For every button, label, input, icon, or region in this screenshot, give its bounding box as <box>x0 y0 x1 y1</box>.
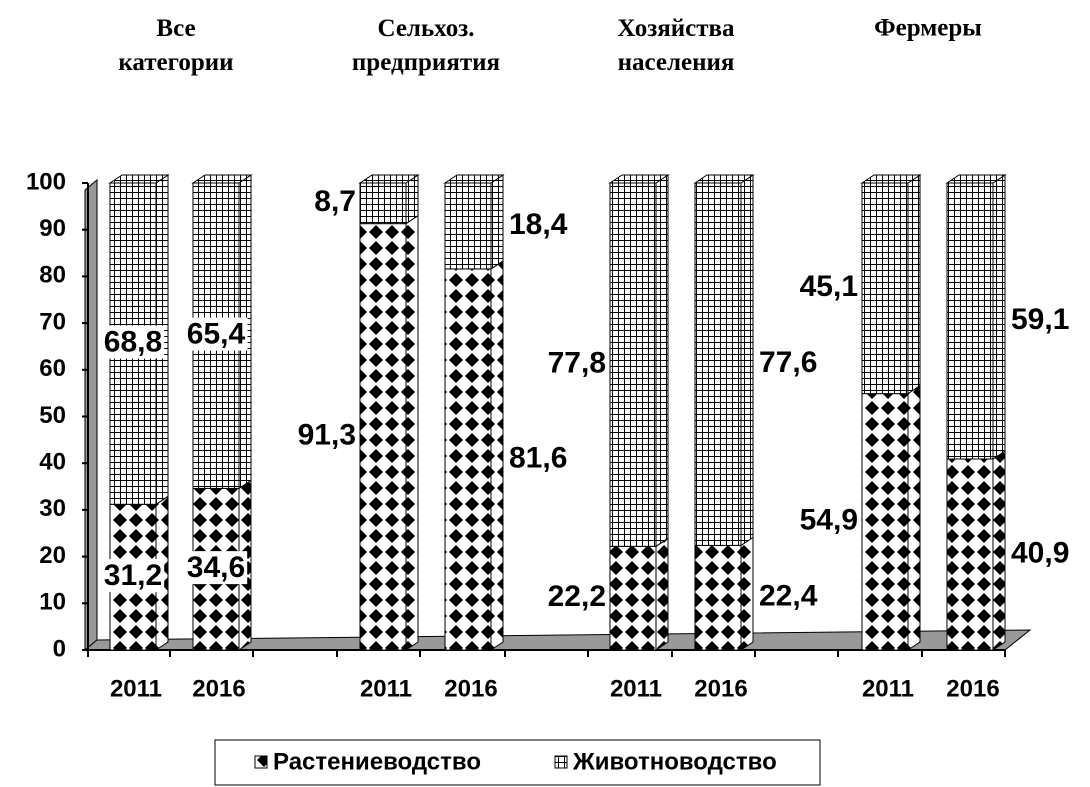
legend-label: Растениеводство <box>273 748 481 775</box>
bar-side <box>490 174 504 270</box>
value-label-bg <box>184 551 248 585</box>
bar-side <box>907 384 921 651</box>
value-label-bg <box>545 580 608 614</box>
y-tick-label: 10 <box>39 589 66 616</box>
back-wall <box>84 178 98 652</box>
value-label-bg <box>757 346 820 380</box>
value-label: 8,7 <box>314 185 356 218</box>
bar-segment <box>609 545 657 651</box>
value-label-bg <box>295 418 358 452</box>
value-label-bg <box>184 317 248 351</box>
bar-segment <box>861 182 909 395</box>
value-label-bg <box>507 207 570 241</box>
group-label: Сельхоз. предприятия <box>352 15 500 76</box>
bar-segment <box>694 182 742 546</box>
value-label: 18,4 <box>509 208 568 241</box>
legend-swatch <box>254 755 268 769</box>
bar-side <box>405 214 419 651</box>
x-tick-label: 2016 <box>192 675 245 702</box>
bar-side <box>490 259 504 651</box>
bar-side <box>907 174 921 395</box>
x-tick-label: 2016 <box>946 675 999 702</box>
y-tick-label: 70 <box>39 308 66 335</box>
legend-swatch <box>554 755 568 769</box>
bar-segment <box>609 182 657 547</box>
bar-side <box>655 537 669 651</box>
bar-side <box>740 174 754 547</box>
legend-label: Животноводство <box>572 748 777 775</box>
y-tick-label: 50 <box>39 402 66 429</box>
bar-side <box>992 450 1006 651</box>
bar-top <box>693 174 755 184</box>
y-tick-label: 20 <box>39 542 66 569</box>
bar-top <box>191 174 253 184</box>
bar-segment <box>946 182 994 460</box>
value-label-bg <box>545 346 608 380</box>
y-tick-label: 90 <box>39 215 66 242</box>
value-label: 68,8 <box>104 326 162 359</box>
group-label: Все категории <box>118 15 233 76</box>
value-label: 65,4 <box>187 318 246 351</box>
bar-top <box>945 174 1007 184</box>
bar-top <box>358 174 420 184</box>
value-label: 77,8 <box>548 347 606 380</box>
value-label-bg <box>1009 536 1072 570</box>
x-tick-label: 2011 <box>110 675 162 702</box>
value-label-bg <box>797 503 860 537</box>
bar-side <box>655 174 669 548</box>
group-label: Фермеры <box>874 15 982 42</box>
value-label: 31,2 <box>104 559 162 592</box>
y-tick-label: 60 <box>39 355 66 382</box>
y-tick-label: 40 <box>39 449 66 476</box>
y-tick-label: 30 <box>39 495 66 522</box>
y-tick-label: 0 <box>53 635 66 662</box>
value-label-bg <box>507 441 570 475</box>
value-label: 91,3 <box>298 419 356 452</box>
bar-segment <box>444 268 492 651</box>
value-label-bg <box>101 559 165 593</box>
x-tick-label: 2016 <box>694 675 747 702</box>
value-label: 81,6 <box>509 441 567 474</box>
x-tick-label: 2011 <box>862 675 914 702</box>
value-label-bg <box>797 270 860 304</box>
x-tick-label: 2011 <box>610 675 662 702</box>
value-label: 45,1 <box>800 270 858 303</box>
value-label-bg <box>1009 302 1072 336</box>
value-label: 54,9 <box>800 504 858 537</box>
group-label: Хозяйства населения <box>617 15 735 76</box>
bar-side <box>740 536 754 651</box>
bar-segment <box>444 182 492 270</box>
bar-top <box>108 174 170 184</box>
value-label: 59,1 <box>1011 303 1069 336</box>
value-label-bg <box>757 579 820 613</box>
value-label: 40,9 <box>1011 536 1069 569</box>
bar-side <box>992 174 1006 460</box>
bar-top <box>443 174 505 184</box>
legend-box <box>214 739 821 786</box>
bar-segment <box>861 393 909 651</box>
value-label: 22,2 <box>548 580 606 613</box>
value-label-bg <box>312 185 358 219</box>
x-tick-label: 2011 <box>360 675 412 702</box>
bar-segment <box>359 182 407 225</box>
value-label-bg <box>101 325 165 359</box>
bar-segment <box>359 223 407 651</box>
x-tick-label: 2016 <box>444 675 497 702</box>
value-label: 34,6 <box>187 551 245 584</box>
bar-segment <box>694 544 742 651</box>
value-label: 22,4 <box>759 580 818 613</box>
y-tick-label: 100 <box>26 168 66 195</box>
bar-top <box>860 174 922 184</box>
bar-segment <box>946 458 994 651</box>
bar-top <box>608 174 670 184</box>
y-tick-label: 80 <box>39 262 66 289</box>
value-label: 77,6 <box>759 346 817 379</box>
